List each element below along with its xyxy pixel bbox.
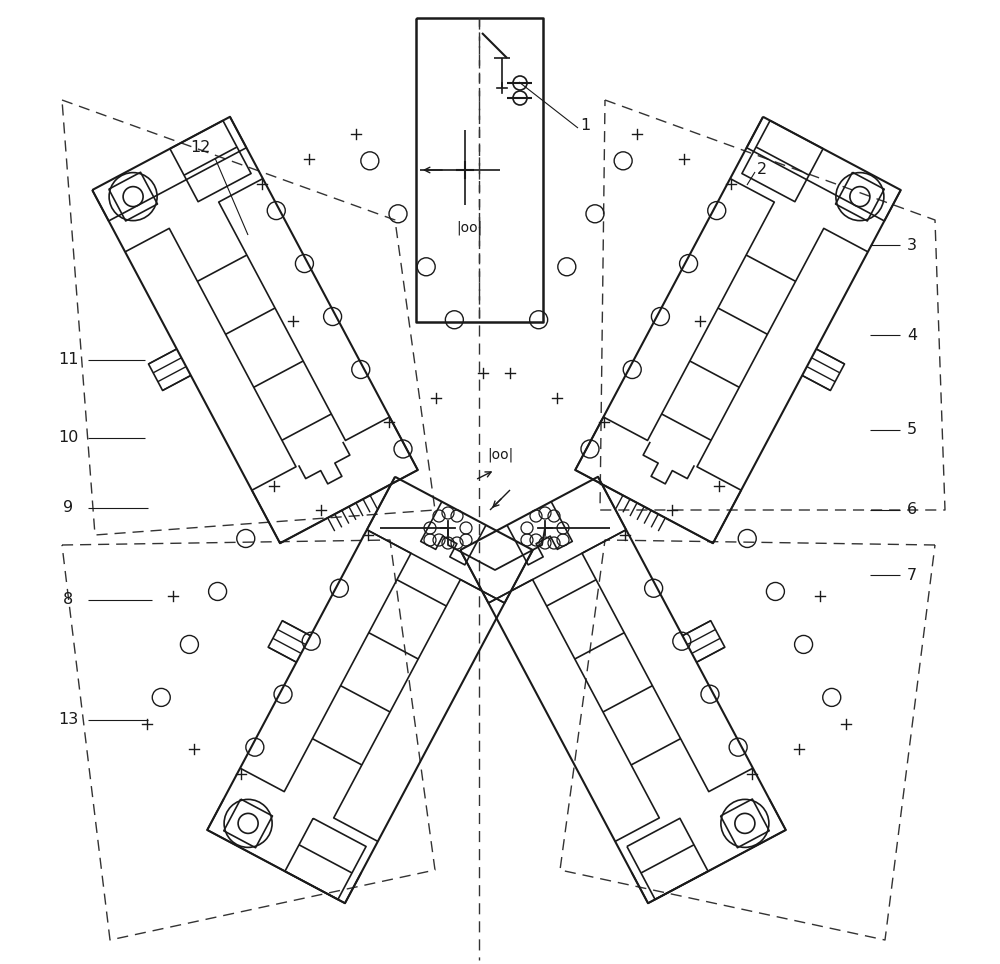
Text: 6: 6 xyxy=(907,502,917,518)
Text: 3: 3 xyxy=(907,237,917,253)
Text: 4: 4 xyxy=(907,328,917,342)
Text: 5: 5 xyxy=(907,422,917,438)
Text: 12: 12 xyxy=(190,141,210,155)
Text: |oo|: |oo| xyxy=(456,221,482,235)
Text: 9: 9 xyxy=(63,500,73,516)
Text: 1: 1 xyxy=(580,119,590,133)
Text: |oo|: |oo| xyxy=(487,447,513,463)
Text: 13: 13 xyxy=(58,712,78,728)
Text: 7: 7 xyxy=(907,568,917,582)
Text: 10: 10 xyxy=(58,431,78,445)
Text: 2: 2 xyxy=(757,163,767,177)
Text: 8: 8 xyxy=(63,593,73,607)
Text: 11: 11 xyxy=(58,353,78,367)
